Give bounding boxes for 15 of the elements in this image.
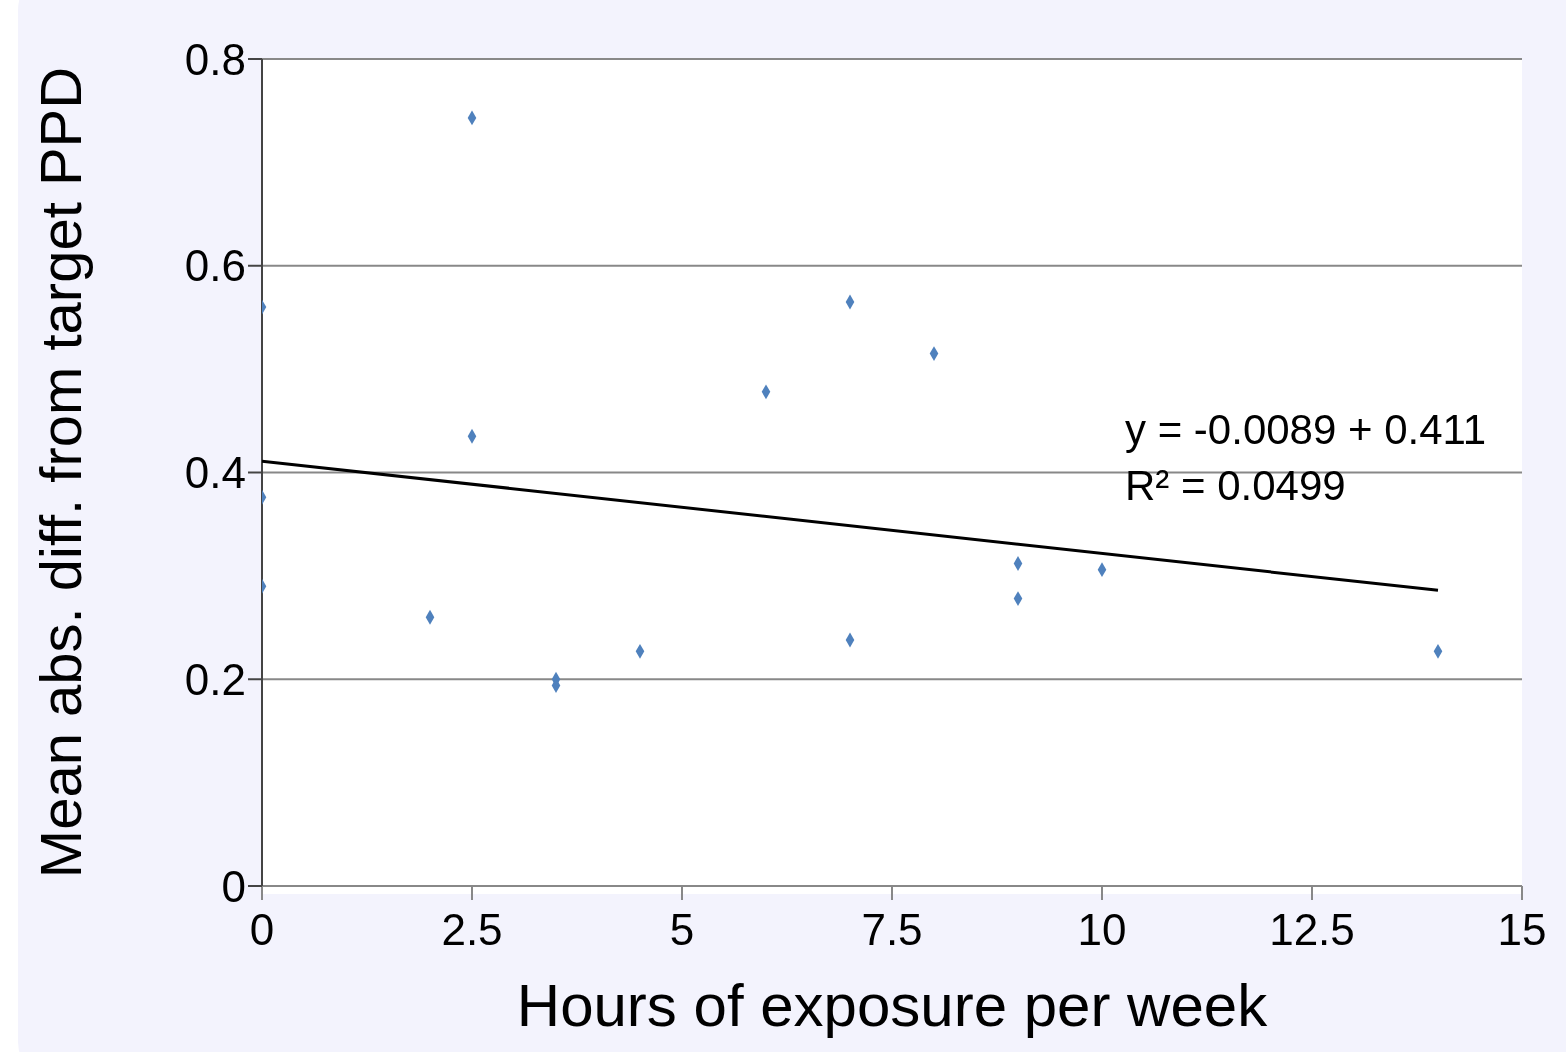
x-tick-label: 2.5 (441, 905, 503, 955)
annotation: y = -0.0089 + 0.411 (1125, 405, 1487, 455)
x-tick-label: 12.5 (1269, 905, 1355, 955)
x-tick-label: 10 (1077, 905, 1127, 955)
y-tick-label: 0.4 (184, 448, 246, 498)
y-tick-label: 0.8 (184, 34, 246, 84)
x-tick-label: 5 (669, 905, 695, 955)
x-axis-title: Hours of exposure per week (516, 972, 1269, 1039)
y-tick-label: 0 (221, 861, 246, 911)
x-tick-label: 15 (1497, 905, 1547, 955)
x-tick-label: 7.5 (861, 905, 923, 955)
y-axis-title: Mean abs. diff. from target PPD (27, 66, 93, 879)
y-tick-label: 0.2 (184, 654, 246, 704)
annotation: R² = 0.0499 (1125, 461, 1347, 511)
y-tick-label: 0.6 (184, 241, 246, 291)
